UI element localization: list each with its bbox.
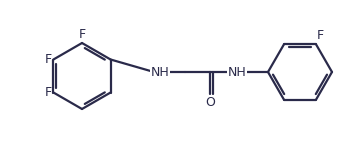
Text: F: F (44, 86, 51, 99)
Text: NH: NH (151, 66, 169, 78)
Text: O: O (205, 96, 215, 109)
Text: F: F (79, 28, 86, 41)
Text: NH: NH (228, 66, 246, 78)
Text: F: F (317, 29, 324, 42)
Text: F: F (44, 53, 51, 66)
